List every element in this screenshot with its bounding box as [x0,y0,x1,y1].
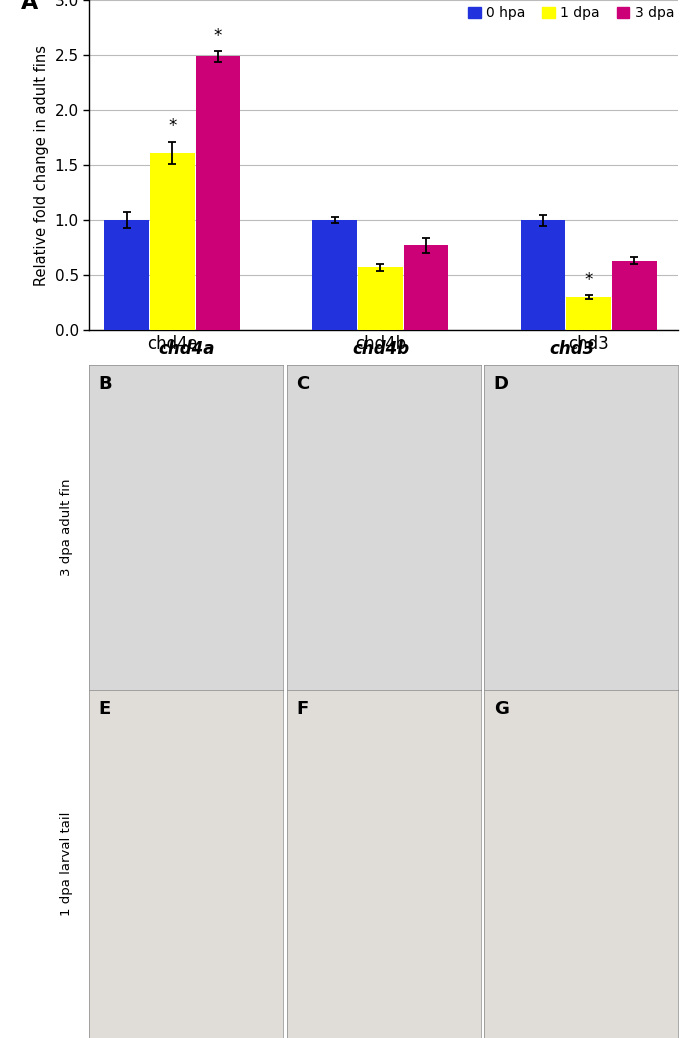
Bar [612,261,657,330]
Text: chd4a: chd4a [158,340,214,358]
Text: A: A [21,0,38,13]
Bar [104,220,149,330]
Text: chd4b: chd4b [352,340,409,358]
Bar [404,245,449,330]
Text: G: G [494,701,509,718]
Bar [566,297,611,330]
Legend: 0 hpa, 1 dpa, 3 dpa: 0 hpa, 1 dpa, 3 dpa [466,4,677,23]
Y-axis label: Relative fold change in adult fins: Relative fold change in adult fins [34,45,49,285]
Text: D: D [494,375,509,392]
Text: *: * [584,271,593,290]
Bar [150,153,195,330]
Text: E: E [99,701,111,718]
Text: chd3: chd3 [549,340,595,358]
Bar [196,56,240,330]
Text: C: C [296,375,310,392]
Text: 1 dpa larval tail: 1 dpa larval tail [60,812,73,917]
Text: 3 dpa adult fin: 3 dpa adult fin [60,479,73,576]
Bar [358,268,403,330]
Bar [521,220,565,330]
Text: *: * [214,27,223,45]
Text: B: B [99,375,112,392]
Text: *: * [168,117,177,135]
Bar [312,220,357,330]
Text: F: F [296,701,308,718]
